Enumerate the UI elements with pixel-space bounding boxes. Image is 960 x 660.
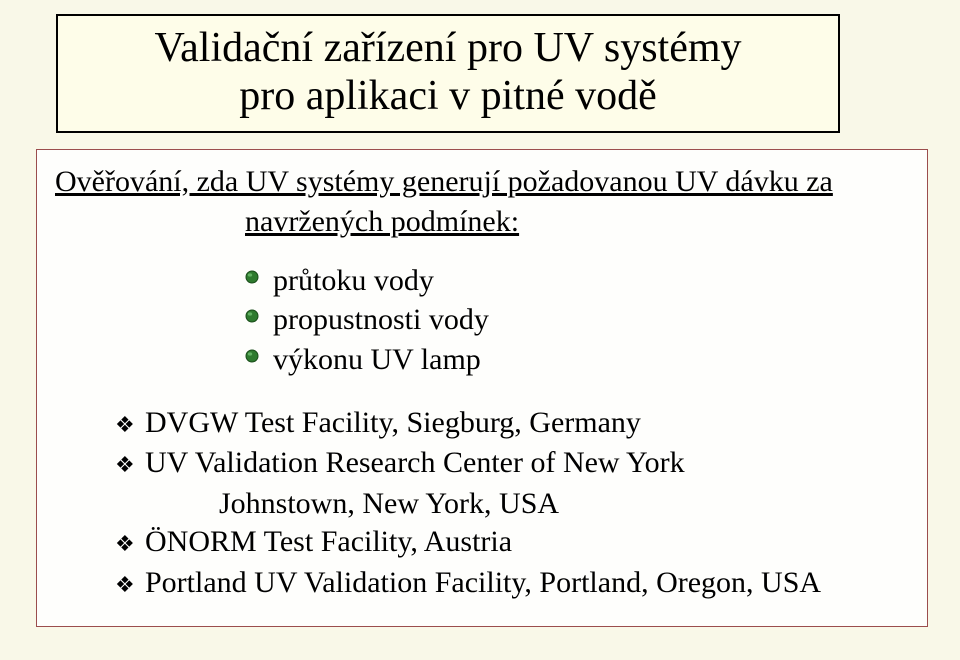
list-item: výkonu UV lamp [245,341,909,379]
condition-text: výkonu UV lamp [273,341,909,379]
navrzenych-line: navržených podmínek: [245,204,909,240]
title-line-1: Validační zařízení pro UV systémy [68,24,828,72]
list-item: ❖ DVGW Test Facility, Siegburg, Germany [115,404,909,442]
list-item: ❖ Portland UV Validation Facility, Portl… [115,564,909,602]
diamond-icon: ❖ [115,530,145,558]
dot-icon [245,309,273,323]
conditions-list: průtoku vody propustnosti vody [245,262,909,379]
list-item: ❖ ÖNORM Test Facility, Austria [115,523,909,561]
dot-icon [245,349,273,363]
dot-icon [245,270,273,284]
title-line-2: pro aplikaci v pitné vodě [68,72,828,120]
list-item: ❖ UV Validation Research Center of New Y… [115,444,909,482]
list-item: propustnosti vody [245,301,909,339]
facility-text: DVGW Test Facility, Siegburg, Germany [145,404,909,442]
diamond-icon: ❖ [115,451,145,479]
condition-text: propustnosti vody [273,301,909,339]
facility-text: UV Validation Research Center of New Yor… [145,444,909,482]
lead-underline: Ověřování, zda UV systémy generují požad… [55,165,833,198]
lead-text: Ověřování, zda UV systémy generují požad… [55,164,909,200]
diamond-icon: ❖ [115,571,145,599]
title-box: Validační zařízení pro UV systémy pro ap… [56,14,840,133]
list-item: průtoku vody [245,262,909,300]
facilities-list: ❖ DVGW Test Facility, Siegburg, Germany … [115,404,909,602]
content-box: Ověřování, zda UV systémy generují požad… [36,149,928,627]
facility-subline: Johnstown, New York, USA [219,485,909,523]
facility-text: ÖNORM Test Facility, Austria [145,523,909,561]
facility-text: Portland UV Validation Facility, Portlan… [145,564,909,602]
slide: Validační zařízení pro UV systémy pro ap… [0,0,960,660]
condition-text: průtoku vody [273,262,909,300]
diamond-icon: ❖ [115,411,145,439]
